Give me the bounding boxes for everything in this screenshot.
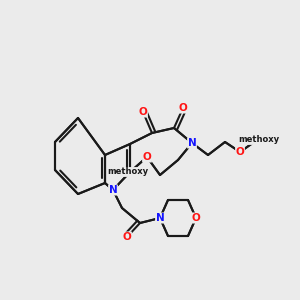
Text: methoxy: methoxy [107, 167, 148, 176]
Text: O: O [139, 107, 147, 117]
Text: O: O [123, 232, 131, 242]
Text: O: O [142, 152, 152, 162]
Text: N: N [109, 185, 117, 195]
Text: O: O [192, 213, 200, 223]
Text: N: N [156, 213, 164, 223]
Text: O: O [178, 103, 188, 113]
Text: O: O [236, 147, 244, 157]
Text: N: N [188, 138, 196, 148]
Text: methoxy: methoxy [238, 136, 280, 145]
